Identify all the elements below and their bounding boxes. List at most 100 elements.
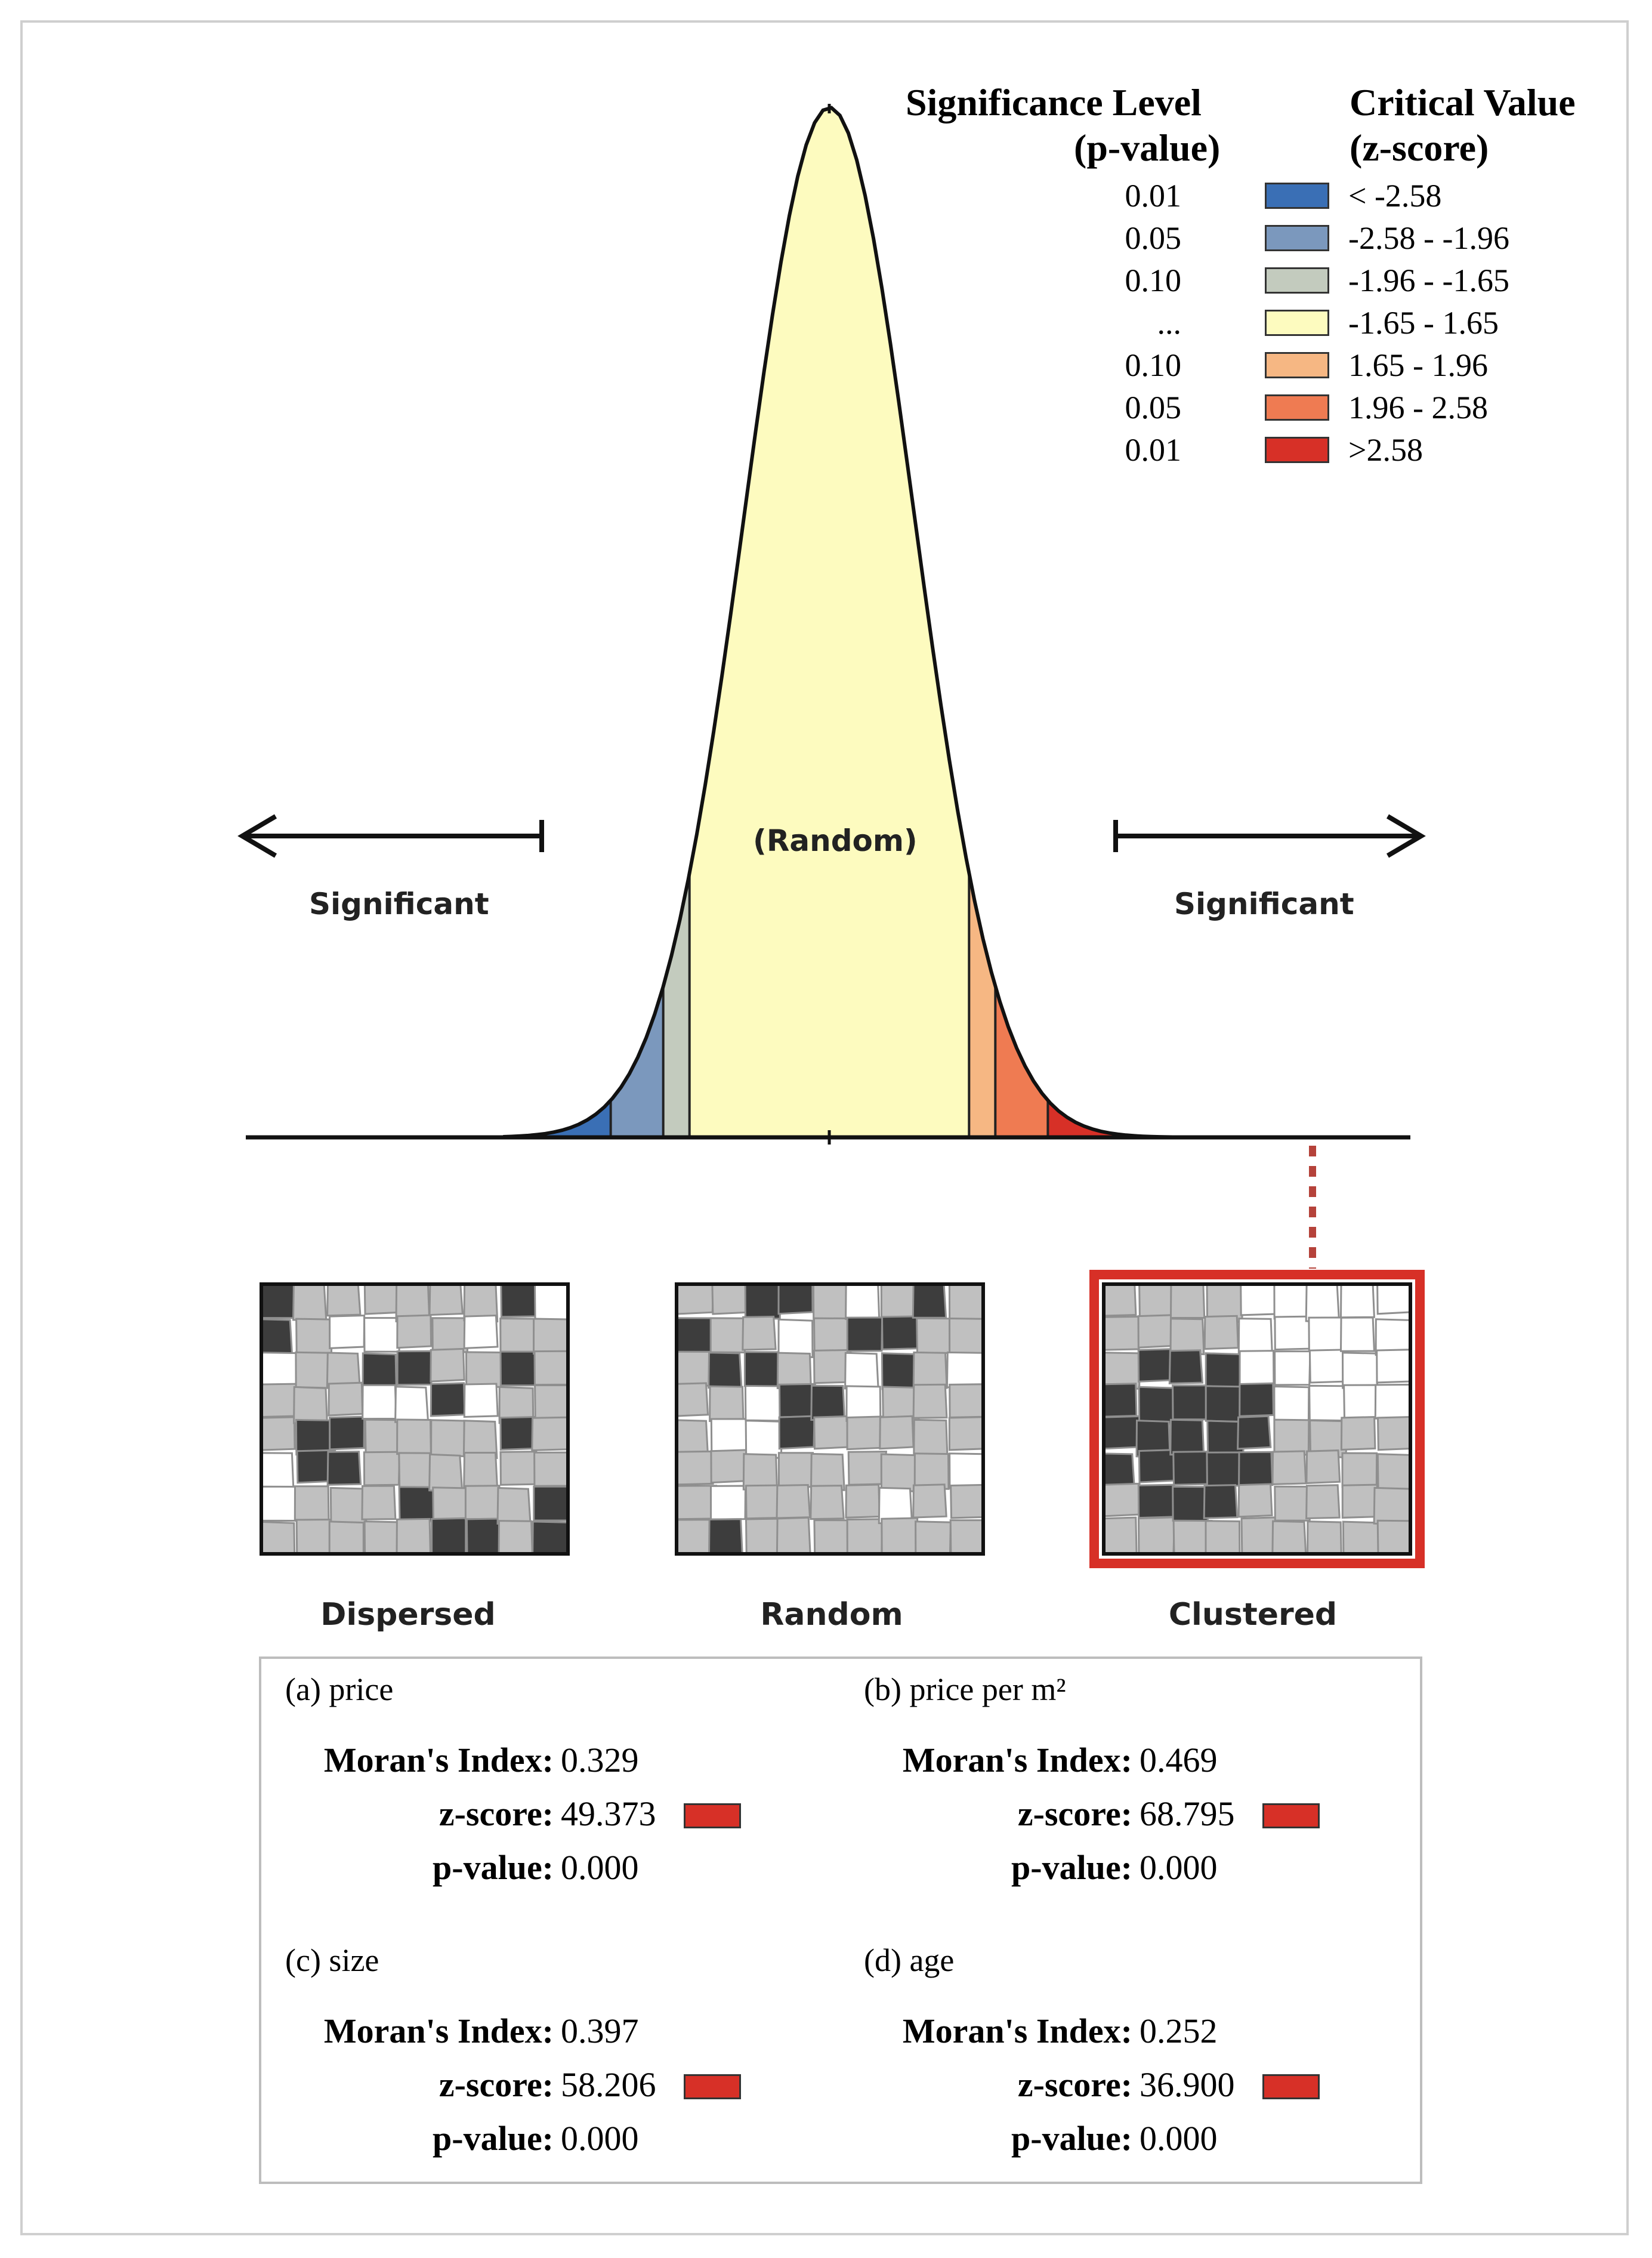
map-polygon	[1205, 1385, 1241, 1423]
map-polygon	[1239, 1382, 1275, 1417]
map-polygon	[430, 1382, 466, 1417]
map-clustered	[1089, 1270, 1425, 1568]
map-polygon	[949, 1383, 984, 1418]
map-polygon	[744, 1384, 782, 1422]
moran-index-row: Moran's Index:	[864, 2011, 1132, 2053]
moran-index-value-row: 0.252	[1140, 2011, 1271, 2053]
map-polygon	[675, 1350, 712, 1387]
caption-random: Random	[760, 1597, 903, 1633]
map-polygon	[879, 1415, 915, 1450]
map-polygon	[533, 1350, 569, 1386]
curve-regions	[503, 107, 1177, 1137]
moran-index-label: Moran's Index:	[323, 1741, 554, 1779]
map-border	[1102, 1282, 1412, 1556]
map-polygon	[396, 1418, 432, 1456]
map-polygon	[295, 1351, 332, 1389]
p-value-row: p-value:	[285, 1847, 554, 1889]
map-polygon	[1239, 1350, 1275, 1386]
map-polygon	[913, 1418, 949, 1457]
legend-swatch	[1265, 225, 1329, 251]
map-polygon	[499, 1317, 537, 1355]
map-polygon	[499, 1451, 538, 1486]
map-polygon	[463, 1452, 498, 1488]
map-polygon	[1103, 1283, 1137, 1317]
map-polygon	[1172, 1384, 1210, 1421]
legend-z-header-line1: Critical Value	[1350, 81, 1576, 124]
legend-z-header-line2: (z-score)	[1350, 127, 1489, 169]
map-polygon	[396, 1517, 431, 1555]
p-value-value: 0.000	[1140, 1848, 1218, 1887]
panel-title: (b) price per m²	[864, 1671, 1066, 1707]
map-polygon	[394, 1386, 430, 1424]
map-polygon	[1172, 1450, 1212, 1486]
map-polygon	[430, 1419, 466, 1458]
z-score-value-row: 58.206	[561, 2065, 692, 2106]
legend-row: 0.10 -1.96 - -1.65	[1125, 259, 1623, 302]
map-polygon	[260, 1352, 298, 1390]
p-value-value-row: 0.000	[1140, 2118, 1271, 2160]
normal-curve-outline	[501, 106, 1177, 1139]
map-polygon	[812, 1283, 850, 1321]
panel-title: (d) age	[864, 1942, 955, 1978]
map-polygon	[329, 1314, 366, 1349]
map-polygon	[881, 1315, 920, 1350]
moran-index-row: Moran's Index:	[864, 1740, 1132, 1782]
legend-swatch	[1265, 310, 1329, 336]
moran-index-value: 0.397	[561, 2012, 639, 2050]
map-polygon	[846, 1316, 884, 1352]
p-value-value: 0.000	[1140, 2119, 1218, 2158]
legend-p-value: 0.01	[1125, 178, 1182, 214]
map-polygon	[1273, 1418, 1310, 1456]
map-polygon	[465, 1351, 502, 1388]
z-score-row: z-score:	[864, 1794, 1132, 1836]
map-polygon	[499, 1350, 538, 1387]
caption-dispersed: Dispersed	[320, 1597, 496, 1633]
map-polygon	[948, 1283, 984, 1322]
map-polygon	[1341, 1352, 1379, 1390]
map-polygon	[260, 1452, 295, 1488]
p-value-label: p-value:	[433, 1848, 554, 1887]
left-significant-label: Significant	[309, 887, 489, 921]
legend-row: ... -1.65 - 1.65	[1134, 301, 1623, 344]
legend-p-header-line1: Significance Level	[906, 81, 1202, 124]
z-score-label: z-score:	[1017, 1794, 1132, 1833]
map-polygon	[1373, 1486, 1412, 1526]
map-polygon	[1273, 1385, 1310, 1424]
map-polygon	[431, 1317, 470, 1353]
z-score-value: 58.206	[561, 2065, 656, 2104]
map-polygon	[1307, 1520, 1342, 1555]
left-arrow	[237, 814, 544, 858]
map-polygon	[533, 1451, 569, 1487]
map-random	[675, 1282, 985, 1556]
z-score-value: 36.900	[1140, 2065, 1235, 2104]
map-polygon	[1137, 1516, 1176, 1555]
map-polygon	[1237, 1318, 1273, 1355]
map-polygon	[709, 1385, 745, 1423]
moran-index-label: Moran's Index:	[902, 2012, 1132, 2050]
map-polygon	[361, 1485, 397, 1520]
map-polygon	[496, 1486, 532, 1526]
legend-row: 0.01 >2.58	[1125, 428, 1623, 471]
map-polygon	[292, 1283, 328, 1322]
legend-z-range: 1.65 - 1.96	[1348, 347, 1488, 383]
map-polygon	[498, 1520, 533, 1555]
map-polygon	[1308, 1384, 1347, 1422]
legend-p-header-line2: (p-value)	[1074, 127, 1221, 169]
legend-row: 0.01 < -2.58	[1125, 174, 1623, 217]
map-polygon	[915, 1520, 952, 1555]
map-polygon	[1341, 1452, 1378, 1489]
map-polygon	[1240, 1283, 1278, 1316]
map-polygon	[946, 1351, 984, 1389]
map-polygon	[949, 1452, 984, 1490]
map-polygon	[1103, 1516, 1138, 1555]
legend-row: 0.05 -2.58 - -1.96	[1125, 217, 1623, 260]
panel-title: (a) price	[285, 1671, 394, 1707]
map-polygon	[1376, 1283, 1412, 1315]
legend-p-value: 0.10	[1125, 263, 1182, 298]
map-polygon	[846, 1415, 883, 1451]
figure-frame	[20, 20, 1629, 2235]
map-polygon	[531, 1416, 569, 1452]
map-polygon	[912, 1283, 947, 1319]
map-polygon	[1203, 1315, 1239, 1350]
